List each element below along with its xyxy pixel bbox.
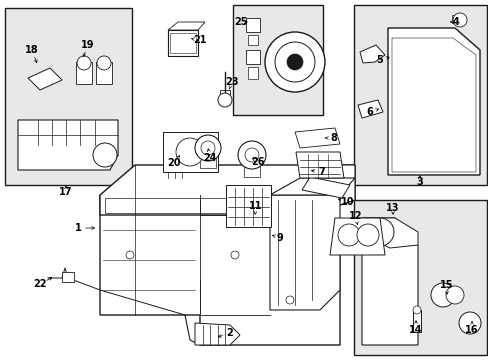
Circle shape <box>244 148 259 162</box>
Circle shape <box>337 224 359 246</box>
Text: 23: 23 <box>225 77 238 87</box>
Bar <box>76 62 92 84</box>
Polygon shape <box>387 28 479 175</box>
Circle shape <box>218 93 231 107</box>
Text: 17: 17 <box>59 187 73 197</box>
Circle shape <box>77 56 91 70</box>
Circle shape <box>201 141 215 155</box>
Bar <box>225 185 270 227</box>
Text: 19: 19 <box>81 40 95 50</box>
Circle shape <box>285 296 293 304</box>
Bar <box>353 200 486 355</box>
Text: 9: 9 <box>276 233 283 243</box>
Text: 13: 13 <box>386 203 399 213</box>
Bar <box>5 8 132 185</box>
Text: 2: 2 <box>226 328 233 338</box>
Text: 26: 26 <box>251 157 264 167</box>
Polygon shape <box>195 323 240 345</box>
Text: 8: 8 <box>330 133 337 143</box>
Bar <box>244 155 260 177</box>
Text: 16: 16 <box>464 325 478 335</box>
Circle shape <box>97 56 111 70</box>
Text: 4: 4 <box>452 17 458 27</box>
Bar <box>62 272 74 282</box>
Polygon shape <box>361 218 417 345</box>
Text: 22: 22 <box>33 279 47 289</box>
Polygon shape <box>168 22 204 30</box>
Bar <box>200 148 216 168</box>
Polygon shape <box>359 45 384 63</box>
Text: 21: 21 <box>193 35 206 45</box>
Polygon shape <box>302 177 349 198</box>
Circle shape <box>93 143 117 167</box>
Text: 20: 20 <box>167 158 181 168</box>
Polygon shape <box>28 68 62 90</box>
Text: 14: 14 <box>408 325 422 335</box>
Bar <box>163 132 218 172</box>
Bar <box>168 30 198 56</box>
Circle shape <box>126 251 134 259</box>
Text: 15: 15 <box>439 280 453 290</box>
Text: 18: 18 <box>25 45 39 55</box>
Text: 25: 25 <box>234 17 247 27</box>
Polygon shape <box>269 195 339 310</box>
Text: 6: 6 <box>366 107 373 117</box>
Bar <box>220 90 229 104</box>
Circle shape <box>286 54 303 70</box>
Polygon shape <box>329 218 384 255</box>
Text: 1: 1 <box>75 223 81 233</box>
Polygon shape <box>100 195 339 345</box>
Polygon shape <box>18 120 118 170</box>
Bar <box>245 18 260 32</box>
Polygon shape <box>294 128 339 148</box>
Circle shape <box>458 312 480 334</box>
Bar <box>96 62 112 84</box>
Circle shape <box>412 306 420 314</box>
Text: 12: 12 <box>348 211 362 221</box>
Bar <box>105 198 294 213</box>
Polygon shape <box>357 100 382 118</box>
Bar <box>170 33 196 53</box>
Text: 11: 11 <box>249 201 262 211</box>
Circle shape <box>195 135 221 161</box>
Bar <box>451 15 461 23</box>
Bar <box>232 5 323 115</box>
Circle shape <box>356 224 378 246</box>
Text: 24: 24 <box>203 153 216 163</box>
Bar <box>412 310 420 332</box>
Circle shape <box>430 283 454 307</box>
Polygon shape <box>309 165 354 215</box>
Polygon shape <box>361 218 417 248</box>
Circle shape <box>176 138 203 166</box>
Text: 10: 10 <box>341 197 354 207</box>
Bar <box>353 5 486 185</box>
Circle shape <box>264 32 325 92</box>
Circle shape <box>445 286 463 304</box>
Text: 7: 7 <box>318 167 325 177</box>
Polygon shape <box>269 178 354 195</box>
Circle shape <box>274 42 314 82</box>
Polygon shape <box>100 165 354 215</box>
Text: 3: 3 <box>416 177 423 187</box>
Circle shape <box>365 218 393 246</box>
Circle shape <box>238 141 265 169</box>
Bar <box>245 50 260 64</box>
Bar <box>247 35 258 45</box>
Circle shape <box>452 13 466 27</box>
Circle shape <box>230 251 239 259</box>
Polygon shape <box>295 152 343 178</box>
Text: 5: 5 <box>376 55 383 65</box>
Bar <box>247 67 258 79</box>
